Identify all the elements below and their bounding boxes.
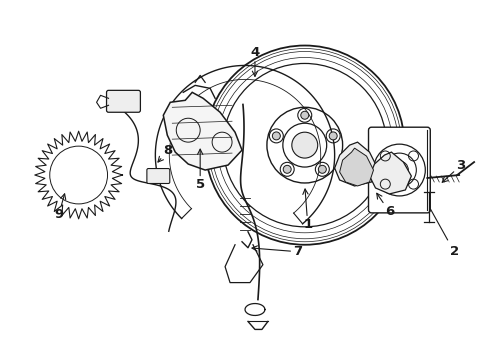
FancyBboxPatch shape	[106, 90, 140, 112]
Text: 4: 4	[250, 46, 259, 76]
FancyBboxPatch shape	[368, 127, 429, 213]
Polygon shape	[369, 152, 410, 194]
Circle shape	[389, 161, 407, 179]
Polygon shape	[334, 142, 377, 186]
Circle shape	[283, 165, 290, 173]
FancyBboxPatch shape	[146, 168, 169, 184]
Circle shape	[300, 111, 308, 119]
Text: 8: 8	[158, 144, 173, 162]
Text: 5: 5	[195, 149, 204, 192]
Polygon shape	[339, 148, 373, 186]
Circle shape	[291, 132, 317, 158]
Circle shape	[272, 132, 280, 140]
Text: 6: 6	[376, 193, 393, 219]
Text: 2: 2	[430, 209, 458, 258]
Text: 1: 1	[302, 189, 312, 231]
Circle shape	[328, 132, 337, 140]
Polygon shape	[163, 92, 242, 170]
Text: 7: 7	[251, 245, 302, 258]
Text: 3: 3	[441, 158, 465, 182]
Circle shape	[318, 165, 325, 173]
Text: 9: 9	[54, 194, 65, 221]
